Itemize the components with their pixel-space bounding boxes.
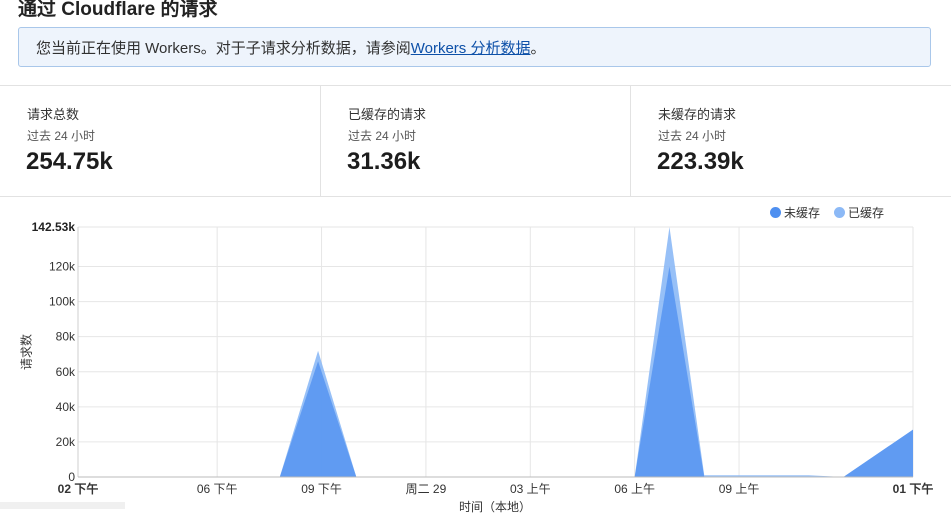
x-tick-label: 09 上午 <box>719 482 760 496</box>
legend-label: 未缓存 <box>784 206 821 220</box>
legend-dot-icon <box>770 207 781 218</box>
workers-analytics-link[interactable]: Workers 分析数据 <box>410 39 531 57</box>
stat-period: 过去 24 小时 <box>27 129 96 143</box>
stat-uncached-requests: 未缓存的请求 过去 24 小时 223.39k <box>631 86 951 196</box>
x-axis-title: 时间（本地） <box>458 500 532 514</box>
area-cached-series <box>78 227 913 477</box>
stat-value: 31.36k <box>347 148 421 175</box>
page-title: 通过 Cloudflare 的请求 <box>18 0 218 20</box>
stat-total-requests: 请求总数 过去 24 小时 254.75k <box>0 86 321 196</box>
legend-item-cached[interactable]: 已缓存 <box>834 204 884 221</box>
legend-dot-icon <box>834 207 846 218</box>
stat-label: 未缓存的请求 <box>658 107 737 122</box>
chart-legend: 未缓存 已缓存 <box>770 204 884 221</box>
stat-value: 254.75k <box>26 148 113 175</box>
x-tick-label: 06 下午 <box>197 482 238 496</box>
y-tick-label: 120k <box>49 260 76 274</box>
stat-period: 过去 24 小时 <box>658 129 727 143</box>
legend-label: 已缓存 <box>848 206 885 220</box>
banner-text: 您当前正在使用 Workers。对于子请求分析数据，请参阅 <box>36 39 411 57</box>
x-tick-label: 周二 29 <box>406 482 447 496</box>
y-tick-label: 20k <box>56 435 76 449</box>
legend-item-uncached[interactable]: 未缓存 <box>770 204 820 221</box>
stat-period: 过去 24 小时 <box>348 129 417 143</box>
x-tick-label: 06 上午 <box>614 482 655 496</box>
x-tick-label: 09 下午 <box>301 482 342 496</box>
stats-row: 请求总数 过去 24 小时 254.75k 已缓存的请求 过去 24 小时 31… <box>0 85 951 197</box>
y-tick-label: 0 <box>68 470 75 484</box>
banner-text-end: 。 <box>530 39 546 57</box>
y-tick-label: 80k <box>56 330 76 344</box>
x-tick-label: 01 下午 <box>893 481 934 496</box>
stat-value: 223.39k <box>657 148 744 175</box>
stat-cached-requests: 已缓存的请求 过去 24 小时 31.36k <box>321 86 631 196</box>
x-tick-label: 02 下午 <box>58 481 99 496</box>
footer-strip <box>0 502 125 509</box>
y-tick-label: 60k <box>56 365 76 379</box>
y-max-label: 142.53k <box>32 220 76 234</box>
stat-label: 已缓存的请求 <box>348 107 427 122</box>
x-tick-label: 03 上午 <box>510 482 551 496</box>
workers-info-banner: 您当前正在使用 Workers。对于子请求分析数据，请参阅 Workers 分析… <box>18 27 931 67</box>
y-axis-title: 请求数 <box>19 333 34 371</box>
stat-label: 请求总数 <box>27 107 80 122</box>
y-tick-label: 100k <box>49 295 76 309</box>
y-tick-label: 40k <box>56 400 76 414</box>
